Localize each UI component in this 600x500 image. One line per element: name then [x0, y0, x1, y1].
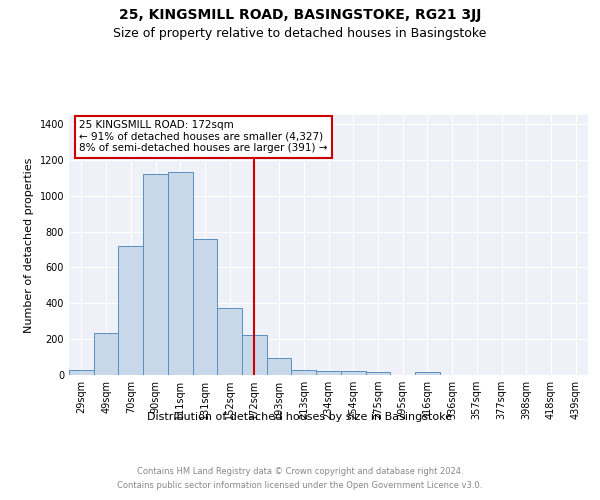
Text: Distribution of detached houses by size in Basingstoke: Distribution of detached houses by size …	[148, 412, 452, 422]
Y-axis label: Number of detached properties: Number of detached properties	[24, 158, 34, 332]
Bar	[242, 334, 267, 375]
Text: Contains public sector information licensed under the Open Government Licence v3: Contains public sector information licen…	[118, 481, 482, 490]
Bar	[316, 371, 341, 375]
Text: Contains HM Land Registry data © Crown copyright and database right 2024.: Contains HM Land Registry data © Crown c…	[137, 468, 463, 476]
Bar	[168, 172, 193, 375]
Bar	[143, 174, 168, 375]
Bar	[267, 358, 292, 375]
Bar	[69, 370, 94, 375]
Text: Size of property relative to detached houses in Basingstoke: Size of property relative to detached ho…	[113, 28, 487, 40]
Bar	[193, 238, 217, 375]
Bar	[365, 372, 390, 375]
Bar	[217, 308, 242, 375]
Bar	[292, 370, 316, 375]
Text: 25 KINGSMILL ROAD: 172sqm
← 91% of detached houses are smaller (4,327)
8% of sem: 25 KINGSMILL ROAD: 172sqm ← 91% of detac…	[79, 120, 328, 154]
Bar	[118, 246, 143, 375]
Text: 25, KINGSMILL ROAD, BASINGSTOKE, RG21 3JJ: 25, KINGSMILL ROAD, BASINGSTOKE, RG21 3J…	[119, 8, 481, 22]
Bar	[415, 372, 440, 375]
Bar	[341, 371, 365, 375]
Bar	[94, 332, 118, 375]
